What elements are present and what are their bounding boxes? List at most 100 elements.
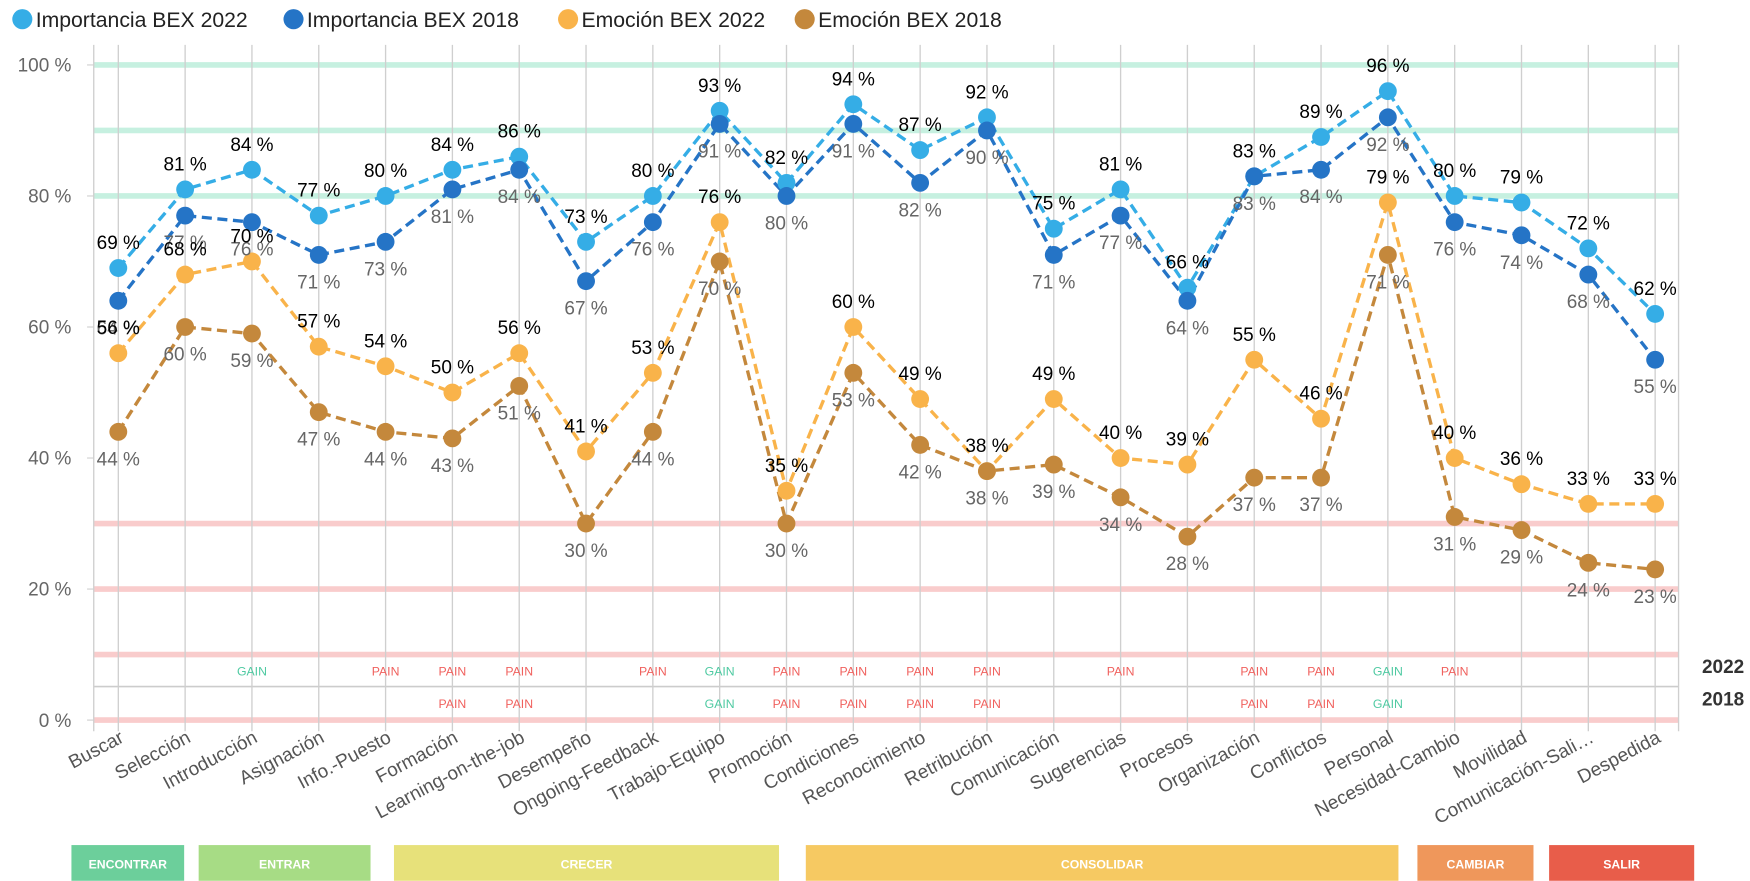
legend-swatch [283,9,304,30]
gain-pain-label: GAIN [705,697,735,711]
data-label: 38 % [965,436,1008,457]
legend-swatch [12,9,33,30]
data-point [109,291,128,310]
data-point [1646,560,1665,579]
stage-label: ENCONTRAR [89,858,168,872]
row-label: 2022 [1702,657,1744,678]
legend-swatch [558,9,579,30]
data-point [1579,553,1598,572]
data-label: 81 % [163,154,206,175]
data-label: 84 % [1299,187,1342,208]
data-label: 44 % [364,449,407,470]
data-label: 55 % [1634,377,1677,398]
data-label: 77 % [163,233,206,254]
data-point [844,114,863,133]
data-label: 89 % [1299,102,1342,123]
data-label: 57 % [297,312,340,333]
stage-label: CRECER [561,858,613,872]
data-point [510,344,529,363]
series-line [117,88,1657,316]
data-point [777,481,796,500]
data-point [1378,82,1397,101]
y-tick-label: 100 % [18,56,72,77]
data-point [1512,475,1531,494]
stage-label: ENTRAR [259,858,310,872]
gain-pain-label: PAIN [1240,697,1268,711]
data-point [1111,449,1130,467]
data-point [844,318,863,336]
data-point [443,383,462,402]
data-label: 82 % [899,200,942,221]
data-label: 71 % [1032,272,1075,293]
gain-pain-label: PAIN [906,697,934,711]
data-label: 37 % [1299,495,1342,516]
data-label: 70 % [698,279,741,300]
data-point [1312,468,1330,487]
data-point [243,324,261,343]
data-point [176,180,195,199]
data-point [844,363,863,382]
data-label: 71 % [297,272,340,293]
gain-pain-label: PAIN [773,664,801,678]
data-label: 92 % [965,82,1008,103]
data-label: 76 % [1433,240,1476,261]
data-point [1044,246,1063,264]
data-label: 31 % [1433,534,1476,555]
data-point [1111,488,1130,507]
data-label: 54 % [364,331,407,352]
data-point [1044,219,1063,238]
data-point [1044,390,1063,408]
gain-pain-label: PAIN [973,664,1001,678]
data-point [577,232,595,251]
data-point [243,213,261,232]
data-point [309,246,328,264]
data-point [978,108,996,127]
stage-label: SALIR [1603,858,1640,872]
gain-pain-label: PAIN [1107,664,1135,678]
data-point [1646,304,1665,323]
data-point [376,232,395,251]
data-label: 29 % [1500,548,1543,569]
data-point [1178,291,1197,310]
data-point [1512,521,1531,540]
data-point [510,377,529,395]
data-label: 71 % [1366,272,1409,293]
data-label: 50 % [431,358,474,379]
data-point [510,160,529,179]
data-label: 42 % [899,462,942,483]
data-label: 30 % [765,541,808,562]
data-point [577,442,595,461]
data-label: 55 % [1233,325,1276,346]
data-label: 68 % [163,240,206,261]
data-point [443,160,462,179]
gain-pain-label: PAIN [372,664,400,678]
data-point [978,121,996,140]
data-point [643,363,662,382]
data-point [176,318,195,336]
data-point [1111,206,1130,225]
legend-label: Emoción BEX 2018 [818,9,1002,32]
gain-pain-label: PAIN [1441,664,1469,678]
data-point [710,213,729,232]
data-label: 77 % [297,181,340,202]
data-point [1579,239,1598,258]
data-label: 73 % [564,207,607,228]
gain-pain-label: PAIN [839,697,867,711]
data-label: 41 % [564,416,607,437]
data-point [176,206,195,225]
gain-pain-label: PAIN [973,697,1001,711]
data-point [911,141,930,160]
data-label: 76 % [698,187,741,208]
gain-pain-label: PAIN [839,664,867,678]
data-label: 38 % [965,489,1008,510]
data-label: 43 % [431,456,474,477]
data-label: 24 % [1567,580,1610,601]
data-label: 80 % [765,213,808,234]
gain-pain-label: GAIN [1373,697,1403,711]
data-point [1245,350,1264,369]
legend-label: Emoción BEX 2022 [581,9,765,32]
data-point [376,422,395,441]
y-tick-label: 20 % [28,580,71,601]
data-label: 35 % [765,456,808,477]
